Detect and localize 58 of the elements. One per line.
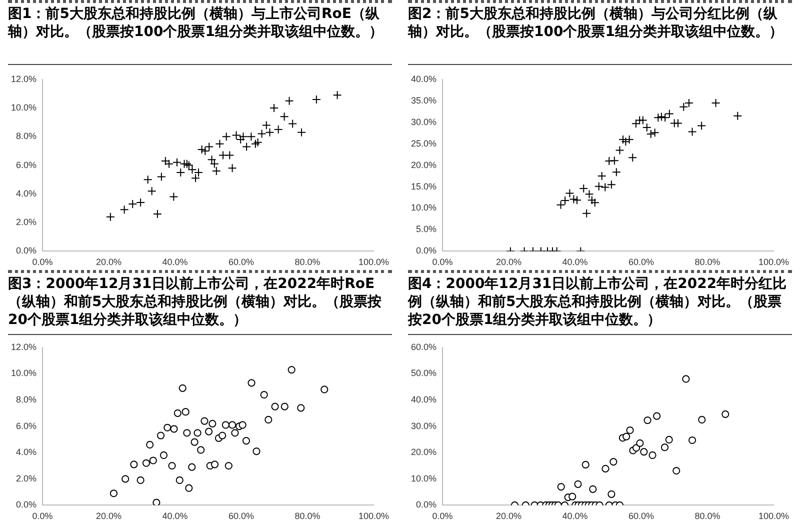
y-tick-label: 0.0% <box>16 500 37 510</box>
x-tick-label: 80.0% <box>294 257 320 268</box>
y-tick-label: 15.0% <box>410 181 437 192</box>
x-tick-label: 100.0% <box>358 257 390 268</box>
y-tick-label: 30.0% <box>410 116 437 127</box>
y-tick-label: 20.0% <box>410 160 437 170</box>
x-tick-label: 0.0% <box>32 257 53 268</box>
x-tick-label: 0.0% <box>32 511 53 522</box>
x-tick-label: 40.0% <box>562 511 588 522</box>
y-tick-label: 2.0% <box>16 473 37 484</box>
x-tick-label: 20.0% <box>496 257 522 268</box>
y-tick-label: 0.0% <box>416 246 437 256</box>
x-tick-label: 100.0% <box>358 511 390 522</box>
y-tick-label: 20.0% <box>410 447 437 458</box>
x-tick-label: 60.0% <box>228 511 254 522</box>
x-tick-label: 60.0% <box>628 511 654 522</box>
chart-title: 图4：2000年12月31日以前上市公司，在2022年时分红比例（纵轴）和前5大股东总和持股比例（横轴）对比。（股票按20个股票1组分类并取该组中位数。） <box>408 270 792 335</box>
chart-title: 图2：前5大股东总和持股比例（横轴）与公司分红比例（纵轴）对比。（股票按100个股票1组分类并取该组中位数。） <box>408 0 792 65</box>
y-tick-label: 40.0% <box>410 74 437 84</box>
x-tick-label: 40.0% <box>162 257 188 268</box>
y-tick-label: 10.0% <box>410 202 437 213</box>
x-tick-label: 100.0% <box>758 257 790 268</box>
y-tick-label: 6.0% <box>16 160 37 170</box>
y-tick-label: 0.0% <box>16 246 37 256</box>
chart-title: 图3：2000年12月31日以前上市公司，在2022年时RoE（纵轴）和前5大股东总和持股比例（横轴）对比。（股票按20个股票1组分类并取该组中位数。） <box>8 270 392 335</box>
y-tick-label: 50.0% <box>410 368 437 378</box>
x-tick-label: 20.0% <box>96 257 122 268</box>
y-tick-label: 6.0% <box>16 420 37 431</box>
x-tick-label: 100.0% <box>758 511 790 522</box>
y-tick-label: 10.0% <box>410 473 437 484</box>
y-tick-label: 4.0% <box>16 188 37 198</box>
x-tick-label: 40.0% <box>162 511 188 522</box>
y-tick-label: 10.0% <box>10 368 37 378</box>
x-tick-label: 60.0% <box>628 257 654 268</box>
x-tick-label: 20.0% <box>96 511 122 522</box>
x-tick-label: 80.0% <box>294 511 320 522</box>
x-tick-label: 0.0% <box>432 257 453 268</box>
y-tick-label: 60.0% <box>410 342 437 352</box>
y-tick-label: 12.0% <box>10 74 37 84</box>
y-tick-label: 0.0% <box>416 500 437 510</box>
x-tick-label: 20.0% <box>496 511 522 522</box>
y-tick-label: 8.0% <box>16 394 37 404</box>
y-tick-label: 2.0% <box>16 217 37 228</box>
x-tick-label: 80.0% <box>694 257 720 268</box>
x-tick-label: 40.0% <box>562 257 588 268</box>
y-tick-label: 40.0% <box>410 394 437 404</box>
y-tick-label: 12.0% <box>10 342 37 352</box>
x-tick-label: 0.0% <box>432 511 453 522</box>
y-tick-label: 30.0% <box>410 420 437 431</box>
y-tick-label: 8.0% <box>16 131 37 142</box>
x-tick-label: 60.0% <box>228 257 254 268</box>
y-tick-label: 25.0% <box>410 138 437 148</box>
y-tick-label: 5.0% <box>416 224 437 234</box>
chart-title: 图1：前5大股东总和持股比例（横轴）与上市公司RoE（纵轴）对比。（股票按100个股票1组分类并取该组中位数。） <box>8 0 392 65</box>
y-tick-label: 35.0% <box>410 95 437 106</box>
y-tick-label: 4.0% <box>16 447 37 458</box>
x-tick-label: 80.0% <box>694 511 720 522</box>
y-tick-label: 10.0% <box>10 102 37 113</box>
